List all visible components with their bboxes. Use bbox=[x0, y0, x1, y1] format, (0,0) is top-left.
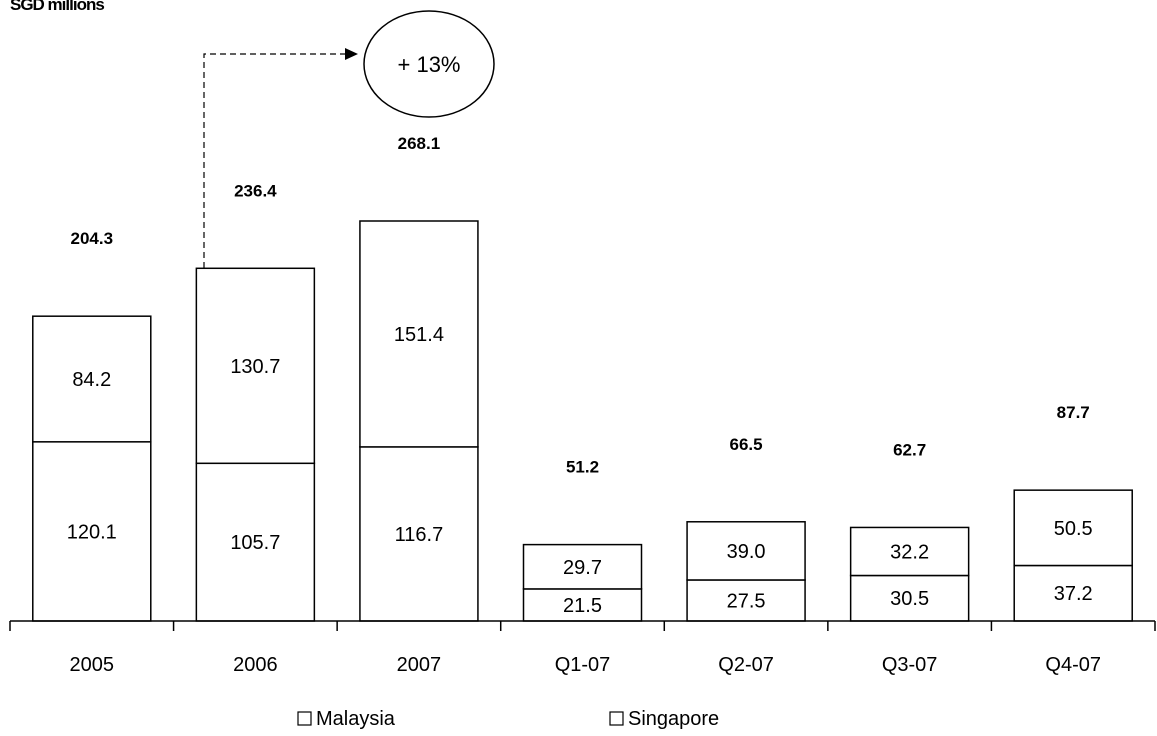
total-label-q1-07: 51.2 bbox=[566, 458, 599, 477]
legend: Malaysia Singapore bbox=[297, 708, 719, 730]
growth-annotation: + 13% bbox=[203, 10, 495, 268]
segment-labels-group: 120.1 84.2 105.7 130.7 116.7 151.4 21.5 29.7 27.… bbox=[67, 324, 1093, 617]
legend-label-singapore: Singapore bbox=[628, 708, 719, 730]
bars-group bbox=[32, 220, 1133, 622]
total-label-q2-07: 66.5 bbox=[730, 435, 763, 454]
segment-label-malaysia-2005: 120.1 bbox=[67, 521, 117, 543]
bar-singapore-2005 bbox=[32, 315, 152, 443]
bar-singapore-q4-07 bbox=[1013, 489, 1133, 567]
segment-label-malaysia-q3-07: 30.5 bbox=[890, 588, 929, 610]
bar-singapore-q3-07 bbox=[849, 526, 970, 577]
total-label-2005: 204.3 bbox=[71, 229, 114, 248]
tick-label-q1-07: Q1-07 bbox=[555, 654, 611, 676]
x-axis-ticks bbox=[9, 621, 1156, 631]
tick-label-2006: 2006 bbox=[233, 654, 278, 676]
x-axis-tick-labels: 2005 2006 2007 Q1-07 Q2-07 Q3-07 Q4-07 bbox=[70, 654, 1101, 676]
arrowhead-icon bbox=[345, 48, 358, 60]
segment-label-singapore-2005: 84.2 bbox=[72, 369, 111, 391]
growth-ellipse bbox=[363, 10, 495, 118]
segment-label-singapore-q4-07: 50.5 bbox=[1054, 518, 1093, 540]
legend-swatch-singapore bbox=[609, 711, 624, 726]
bar-singapore-q1-07 bbox=[522, 543, 643, 590]
growth-arrow-line bbox=[203, 53, 345, 268]
tick-label-q3-07: Q3-07 bbox=[882, 654, 938, 676]
segment-label-malaysia-q2-07: 27.5 bbox=[727, 590, 766, 612]
bar-singapore-2006 bbox=[195, 267, 316, 465]
tick-label-2007: 2007 bbox=[397, 654, 442, 676]
legend-label-malaysia: Malaysia bbox=[316, 708, 396, 730]
segment-label-singapore-2007: 151.4 bbox=[394, 324, 444, 346]
tick-label-2005: 2005 bbox=[70, 654, 115, 676]
total-label-q4-07: 87.7 bbox=[1057, 403, 1090, 422]
total-label-2007: 268.1 bbox=[398, 134, 441, 153]
bar-malaysia-q3-07 bbox=[849, 574, 970, 622]
segment-label-malaysia-2006: 105.7 bbox=[230, 532, 280, 554]
tick-label-q4-07: Q4-07 bbox=[1045, 654, 1101, 676]
segment-label-singapore-2006: 130.7 bbox=[230, 356, 280, 378]
total-labels-group: 204.3 236.4 268.1 51.2 66.5 62.7 87.7 bbox=[71, 134, 1090, 477]
segment-label-malaysia-q1-07: 21.5 bbox=[563, 595, 602, 617]
segment-label-malaysia-2007: 116.7 bbox=[395, 524, 444, 546]
bar-singapore-2007 bbox=[359, 220, 479, 448]
growth-label: + 13% bbox=[398, 52, 461, 77]
segment-label-singapore-q2-07: 39.0 bbox=[727, 541, 766, 563]
segment-label-malaysia-q4-07: 37.2 bbox=[1054, 583, 1093, 605]
tick-label-q2-07: Q2-07 bbox=[718, 654, 774, 676]
total-label-q3-07: 62.7 bbox=[893, 440, 926, 459]
segment-label-singapore-q3-07: 32.2 bbox=[890, 541, 929, 563]
segment-label-singapore-q1-07: 29.7 bbox=[563, 557, 602, 579]
total-label-2006: 236.4 bbox=[234, 181, 277, 200]
bar-singapore-q2-07 bbox=[686, 521, 806, 581]
legend-swatch-malaysia bbox=[297, 711, 312, 726]
unit-label: SGD millions bbox=[10, 0, 104, 14]
bar-malaysia-2005 bbox=[32, 441, 152, 622]
bar-malaysia-2007 bbox=[359, 446, 479, 622]
